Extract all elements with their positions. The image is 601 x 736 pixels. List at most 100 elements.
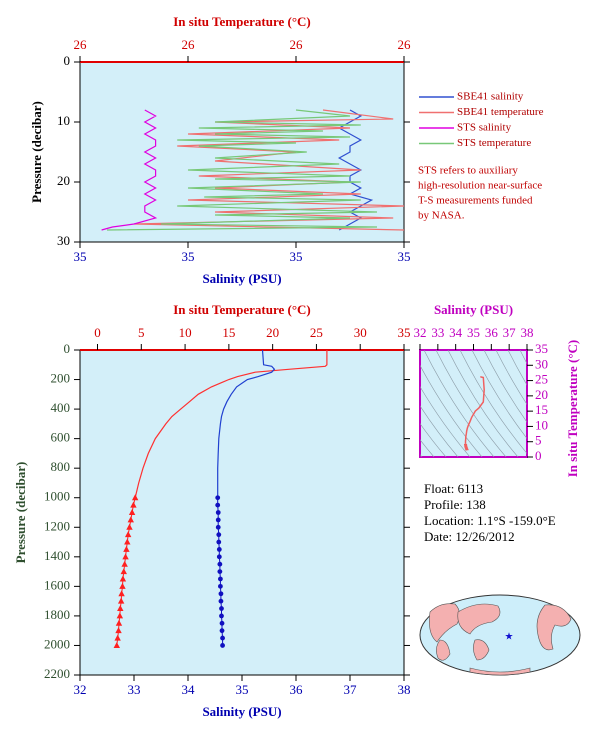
y-tick-label: 30 [57, 233, 70, 248]
x-tick-label: 34 [182, 682, 196, 697]
world-map: ★ [419, 594, 581, 676]
circle-marker [220, 635, 225, 641]
profile-line [106, 109, 378, 231]
note-text: by NASA. [418, 210, 465, 222]
y-tick-label: 1200 [44, 518, 70, 533]
y-tick-label: 25 [535, 372, 548, 387]
x-tick-label: 30 [354, 325, 367, 340]
circle-marker [220, 643, 225, 648]
y-tick-label: 1800 [44, 607, 70, 622]
density-contour [420, 423, 447, 457]
y-tick-label: 20 [535, 387, 548, 402]
triangle-marker [124, 538, 131, 545]
x-tick-label: 38 [521, 325, 534, 340]
note-text: STS refers to auxiliary [418, 165, 518, 177]
x-axis-title: Salinity (PSU) [202, 704, 281, 719]
ts-curve [464, 443, 469, 451]
y-tick-label: 20 [57, 173, 70, 188]
y-tick-label: 400 [51, 400, 71, 415]
note-text: T-S measurements funded [418, 195, 533, 207]
x-tick-label: 33 [128, 682, 141, 697]
float-info: Float: 6113 [424, 481, 483, 496]
x-tick-label: 35 [398, 325, 411, 340]
density-contour [483, 350, 527, 423]
circle-marker [215, 495, 221, 501]
float-info: Location: 1.1°S -159.0°E [424, 513, 556, 528]
ts-curve [464, 376, 485, 444]
x-tick-label: 33 [431, 325, 444, 340]
circle-marker [215, 524, 221, 530]
plot-area [419, 349, 528, 458]
x-tick-label: 32 [414, 325, 427, 340]
triangle-marker [115, 627, 122, 634]
x-tick-label: 35 [182, 249, 195, 264]
x-tick-label: 26 [290, 37, 304, 52]
y-tick-label: 0 [535, 448, 542, 463]
y-axis-title: Pressure (decibar) [13, 462, 28, 564]
triangle-marker [117, 597, 125, 604]
circle-marker [218, 583, 223, 589]
density-contour [420, 386, 471, 457]
circle-marker [215, 510, 221, 515]
triangle-marker [127, 516, 134, 523]
x-tick-label: 35 [398, 249, 411, 264]
triangle-marker [122, 553, 129, 560]
circle-marker [215, 517, 221, 523]
circle-marker [216, 532, 222, 538]
x-tick-label: 37 [503, 325, 517, 340]
x-tick-label: 37 [344, 682, 358, 697]
density-contour [420, 439, 435, 457]
note-text: high-resolution near-surface [418, 180, 542, 192]
legend-label: STS temperature [457, 137, 531, 149]
triangle-marker [115, 619, 123, 626]
x-tick-label: 35 [467, 325, 480, 340]
y-tick-label: 0 [64, 53, 71, 68]
legend-label: SBE41 temperature [457, 106, 544, 118]
circle-marker [217, 569, 223, 574]
svg-text:★: ★ [505, 631, 514, 642]
y-tick-label: 1400 [44, 548, 70, 563]
circle-marker [219, 613, 224, 619]
circle-marker [219, 606, 224, 611]
x-tick-label: 35 [236, 682, 249, 697]
circle-marker [216, 554, 222, 560]
density-contour [495, 350, 527, 405]
circle-marker [217, 561, 223, 567]
triangle-marker [119, 575, 127, 582]
x-tick-label: 20 [266, 325, 279, 340]
x-axis-title: Salinity (PSU) [434, 302, 513, 317]
triangle-marker [121, 560, 128, 567]
triangle-marker [126, 523, 133, 530]
x-tick-label: 10 [179, 325, 192, 340]
density-contour [459, 350, 527, 454]
legend-label: SBE41 salinity [457, 91, 524, 103]
triangle-marker [119, 582, 126, 589]
y-tick-label: 2200 [44, 666, 70, 681]
x2-axis-title: In situ Temperature (°C) [173, 302, 311, 317]
triangle-marker [120, 568, 127, 575]
x-tick-label: 36 [485, 325, 499, 340]
density-contours [420, 350, 527, 457]
x-tick-label: 36 [290, 682, 304, 697]
y-axis-title: Pressure (decibar) [29, 101, 44, 203]
density-contour [420, 405, 459, 457]
x-tick-label: 32 [74, 682, 87, 697]
profile-line [101, 109, 158, 231]
y-tick-label: 1600 [44, 577, 70, 592]
circle-marker [218, 598, 224, 604]
y-tick-label: 2000 [44, 636, 70, 651]
triangle-marker [123, 545, 130, 552]
density-contour [471, 350, 527, 439]
triangle-marker [116, 612, 124, 619]
circle-marker [218, 576, 223, 582]
triangle-marker [124, 531, 132, 538]
y-tick-label: 10 [57, 113, 70, 128]
y-tick-label: 200 [51, 371, 71, 386]
float-info: Profile: 138 [424, 497, 486, 512]
y-tick-label: 5 [535, 433, 542, 448]
circle-marker [216, 547, 222, 552]
profile-line [134, 350, 328, 498]
x-tick-label: 26 [398, 37, 412, 52]
